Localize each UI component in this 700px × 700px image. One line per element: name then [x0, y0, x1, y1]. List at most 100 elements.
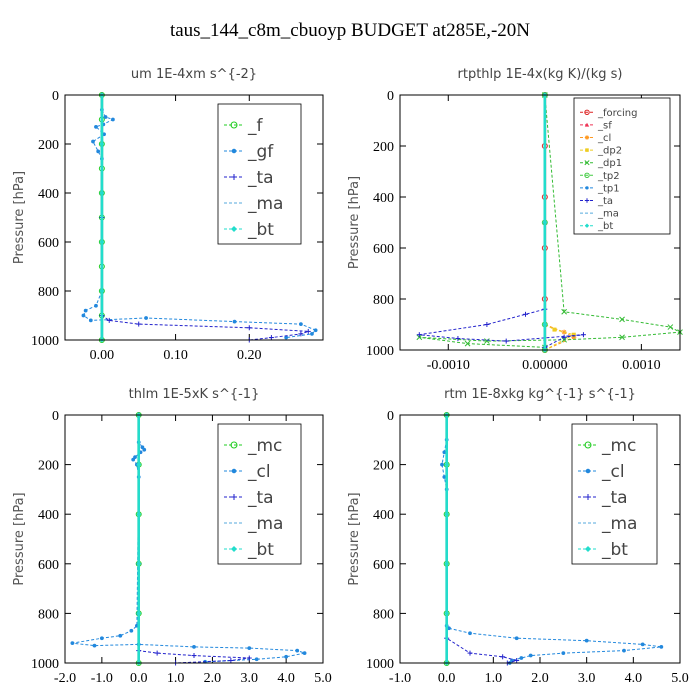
data-point	[519, 656, 524, 660]
legend-entry: _ma	[580, 209, 619, 220]
legend-label: _ta	[601, 488, 628, 508]
data-point	[246, 325, 252, 331]
legend-entry: _ta	[224, 488, 274, 508]
data-point	[622, 648, 626, 653]
subplot-4: rtm 1E-8xkg kg^{-1} s^{-1} Pressure [hPa]…	[347, 387, 689, 686]
legend-entry: _gf	[224, 142, 274, 162]
subplot-title: thlm 1E-5xK s^{-1}	[129, 387, 260, 402]
y-tick-label: 200	[38, 138, 59, 153]
y-tick-label: 1000	[31, 334, 59, 349]
figure-title: taus_144_c8m_cbuoyp BUDGET at285E,-20N	[169, 20, 531, 41]
data-point	[500, 654, 506, 660]
legend-entry: _cl	[580, 133, 611, 144]
data-point	[118, 633, 123, 638]
plot-frame	[399, 414, 681, 664]
data-point	[136, 610, 142, 616]
data-point	[298, 331, 304, 337]
series-bt	[136, 412, 142, 666]
data-point	[514, 658, 520, 664]
x-tick-label: 0.0	[130, 671, 148, 686]
subplot-title: rtm 1E-8xkg kg^{-1} s^{-1}	[444, 387, 636, 402]
legend-label: _dp2	[597, 146, 622, 157]
series-line	[138, 415, 250, 664]
data-point	[91, 139, 95, 144]
legend-entry: _ta	[224, 168, 274, 188]
data-point	[254, 657, 259, 662]
data-point	[440, 462, 444, 467]
legend-entry: _cl	[578, 462, 625, 482]
legend-entry: _sf	[580, 120, 612, 131]
subplot-title: um 1E-4xm s^{-2}	[131, 67, 257, 82]
data-point	[99, 141, 105, 147]
plot-frame	[64, 414, 324, 664]
x-tick-label: 0.0010	[622, 358, 661, 373]
data-point	[299, 322, 303, 326]
y-tick-label: 0	[387, 409, 394, 424]
plot-frame	[64, 94, 324, 341]
y-tick-label: 1000	[366, 344, 394, 359]
y-tick-label: 400	[373, 191, 394, 206]
x-tick-label: 0.10	[163, 348, 188, 363]
plot-frame	[399, 94, 681, 351]
legend-label: _bt	[247, 540, 274, 560]
x-tick-label: 0.0	[438, 671, 456, 686]
series-bt	[444, 412, 450, 666]
data-point	[136, 462, 142, 468]
legend: _f _gf _ta _ma _bt	[217, 103, 302, 245]
legend-label: _gf	[247, 142, 274, 162]
series-line	[544, 95, 576, 351]
x-tick-label: 4.0	[625, 671, 643, 686]
data-point	[514, 636, 519, 641]
legend-label: _cl	[597, 133, 611, 144]
legend-label: _mc	[601, 436, 636, 456]
legend-label: _f	[247, 116, 264, 136]
legend-label: _tp2	[597, 171, 620, 182]
data-point	[313, 328, 318, 333]
legend-entry: _ma	[224, 194, 283, 214]
series-line	[419, 95, 584, 348]
data-point	[228, 658, 234, 664]
data-point	[542, 322, 548, 327]
legend-label: _forcing	[597, 108, 638, 119]
legend-label: _cl	[601, 462, 625, 482]
legend: _mc _cl _ta _ma _bt	[571, 423, 658, 565]
y-tick-label: 800	[373, 607, 394, 622]
data-point	[444, 610, 450, 616]
y-tick-label: 0	[52, 89, 59, 104]
data-point	[302, 651, 307, 655]
data-point	[528, 653, 533, 658]
series-line	[446, 415, 519, 664]
legend-label: _cl	[247, 462, 271, 482]
data-point	[284, 654, 289, 659]
y-tick-label: 800	[373, 293, 394, 308]
y-tick-label: 800	[38, 607, 59, 622]
series-ta	[416, 92, 586, 350]
legend-entry: _f	[224, 116, 264, 136]
subplot-3: thlm 1E-5xK s^{-1} Pressure [hPa] -2.0 -1.0…	[12, 387, 332, 686]
legend-label: _ta	[247, 168, 274, 188]
subplot-2: rtpthlp 1E-4x(kg K)/(kg s) Pressure [hPa]…	[347, 67, 683, 373]
y-tick-label: 600	[38, 558, 59, 573]
y-tick-label: 600	[38, 236, 59, 251]
x-tick-label: 1.0	[167, 671, 185, 686]
x-tick-label: 2.0	[531, 671, 549, 686]
x-tick-label: 0.00000	[522, 358, 568, 373]
data-point	[284, 335, 289, 340]
data-point	[129, 628, 134, 633]
data-point	[88, 318, 93, 323]
data-point	[94, 124, 98, 129]
y-axis-label: Pressure [hPa]	[12, 492, 27, 585]
data-point	[455, 336, 461, 342]
x-tick-label: 1.0	[485, 671, 503, 686]
y-tick-label: 600	[373, 242, 394, 257]
x-tick-label: 0.00	[90, 348, 115, 363]
data-point	[561, 308, 567, 315]
legend-entry: _ma	[224, 514, 283, 534]
data-point	[561, 334, 567, 340]
data-point	[94, 303, 98, 308]
legend-box	[573, 97, 671, 235]
data-point	[81, 313, 86, 318]
legend-label: _bt	[247, 220, 274, 240]
series-bt	[542, 92, 548, 353]
